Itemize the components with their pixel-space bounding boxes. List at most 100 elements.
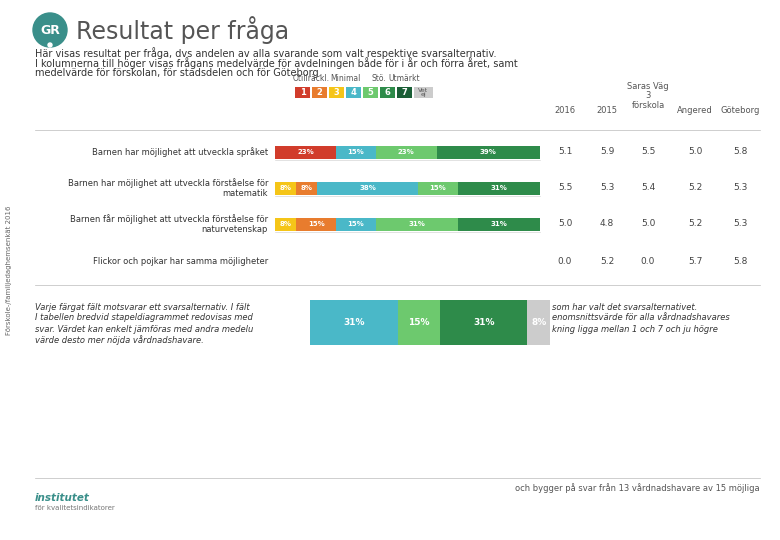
Bar [295,87,310,98]
Text: 5.3: 5.3 [733,184,747,192]
Circle shape [33,13,67,47]
Text: Förskole-/familjedaghemsenkät 2016: Förskole-/familjedaghemsenkät 2016 [6,205,12,335]
Text: Varje färgat fält motsvarar ett svarsalternativ. I fält: Varje färgat fält motsvarar ett svarsalt… [35,302,250,312]
Text: 31%: 31% [343,318,364,327]
Text: 5.1: 5.1 [558,147,573,157]
Bar [363,87,378,98]
Text: Göteborg: Göteborg [720,106,760,115]
Text: 5.3: 5.3 [600,184,614,192]
Bar [527,300,550,345]
Bar [380,87,395,98]
Text: 5.0: 5.0 [688,147,702,157]
Text: 6: 6 [385,88,391,97]
Bar [275,181,296,194]
Text: och bygger på svar från 13 vårdnadshavare av 15 möjliga: och bygger på svar från 13 vårdnadshavar… [516,483,760,493]
Bar [310,300,398,345]
Text: enomsnittsvärde för alla vårdnadshavares: enomsnittsvärde för alla vårdnadshavares [552,314,730,322]
Text: 5.8: 5.8 [733,147,747,157]
Bar [275,145,336,159]
Text: 5.2: 5.2 [688,219,702,228]
Bar [376,218,458,231]
Bar [458,218,540,231]
Circle shape [48,43,52,47]
Bar [336,218,376,231]
Text: 31%: 31% [491,221,507,227]
Text: Angered: Angered [677,106,713,115]
Text: som har valt det svarsalternativet.: som har valt det svarsalternativet. [552,302,697,312]
Text: Barnen har möjlighet att utveckla förståelse för: Barnen har möjlighet att utveckla förstå… [68,178,268,188]
Bar [296,181,317,194]
Text: 3: 3 [334,88,339,97]
Text: I kolumnerna till höger visas frågans medelvärde för avdelningen både för i år o: I kolumnerna till höger visas frågans me… [35,57,518,69]
Text: matematik: matematik [222,188,268,198]
Text: 5.5: 5.5 [558,184,573,192]
Text: 38%: 38% [360,185,376,191]
Text: 8%: 8% [301,185,313,191]
Text: 2: 2 [317,88,322,97]
Text: 8%: 8% [531,318,546,327]
Text: 0.0: 0.0 [558,258,573,267]
Text: 4: 4 [350,88,356,97]
Text: 2016: 2016 [555,106,576,115]
Text: 15%: 15% [430,185,446,191]
Bar [336,145,376,159]
Text: Barnen får möjlighet att utveckla förståelse för: Barnen får möjlighet att utveckla förstå… [70,214,268,224]
Text: 31%: 31% [473,318,495,327]
Text: värde desto mer nöjda vårdnadshavare.: värde desto mer nöjda vårdnadshavare. [35,335,204,345]
Text: Resultat per fråga: Resultat per fråga [76,16,289,44]
Text: I tabellen bredvid stapeldiagrammet redovisas med: I tabellen bredvid stapeldiagrammet redo… [35,314,253,322]
Text: 31%: 31% [491,185,507,191]
Bar [414,87,433,98]
Text: svar. Värdet kan enkelt jämföras med andra medelu: svar. Värdet kan enkelt jämföras med and… [35,325,254,334]
Bar [440,300,527,345]
Text: Minimal: Minimal [330,74,360,83]
Bar [418,181,458,194]
Bar [346,87,361,98]
Text: 23%: 23% [297,149,314,155]
Text: institutet: institutet [35,493,90,503]
Text: 5.4: 5.4 [641,184,655,192]
Text: 8%: 8% [279,221,292,227]
Text: 5.8: 5.8 [733,258,747,267]
Text: för kvalitetsindikatorer: för kvalitetsindikatorer [35,505,115,511]
Text: 5.5: 5.5 [641,147,655,157]
Text: naturvetenskap: naturvetenskap [201,225,268,233]
Text: Stö.: Stö. [371,74,386,83]
Text: 5.9: 5.9 [600,147,614,157]
Text: 7: 7 [402,88,407,97]
Text: 5.3: 5.3 [733,219,747,228]
Text: 5: 5 [367,88,374,97]
Bar [376,145,437,159]
Bar [398,300,440,345]
Bar [437,145,540,159]
Text: 5.2: 5.2 [688,184,702,192]
Text: 23%: 23% [398,149,414,155]
Text: 5.7: 5.7 [688,258,702,267]
Bar [275,218,296,231]
Text: medelvärde för förskolan, för stadsdelen och för Göteborg.: medelvärde för förskolan, för stadsdelen… [35,68,321,78]
Text: 0.0: 0.0 [641,258,655,267]
Text: 5.0: 5.0 [641,219,655,228]
Bar [312,87,327,98]
Bar [317,181,418,194]
Text: Barnen har möjlighet att utveckla språket: Barnen har möjlighet att utveckla språke… [92,147,268,157]
Bar [329,87,344,98]
Text: 5.2: 5.2 [600,258,614,267]
Text: 15%: 15% [347,149,364,155]
Text: 39%: 39% [480,149,497,155]
Text: GR: GR [40,24,60,37]
Bar [296,218,336,231]
Text: 1: 1 [300,88,306,97]
Text: 4.8: 4.8 [600,219,614,228]
Text: 8%: 8% [279,185,292,191]
Text: 31%: 31% [409,221,425,227]
Text: Vet
ej: Vet ej [418,87,428,97]
Text: 15%: 15% [347,221,364,227]
Text: Här visas resultat per fråga, dvs andelen av alla svarande som valt respektive s: Här visas resultat per fråga, dvs andele… [35,47,497,59]
Text: Utmärkt: Utmärkt [388,74,420,83]
Text: 2015: 2015 [597,106,618,115]
Text: 15%: 15% [408,318,430,327]
Text: kning ligga mellan 1 och 7 och ju högre: kning ligga mellan 1 och 7 och ju högre [552,325,718,334]
Bar [458,181,540,194]
Text: 15%: 15% [307,221,324,227]
